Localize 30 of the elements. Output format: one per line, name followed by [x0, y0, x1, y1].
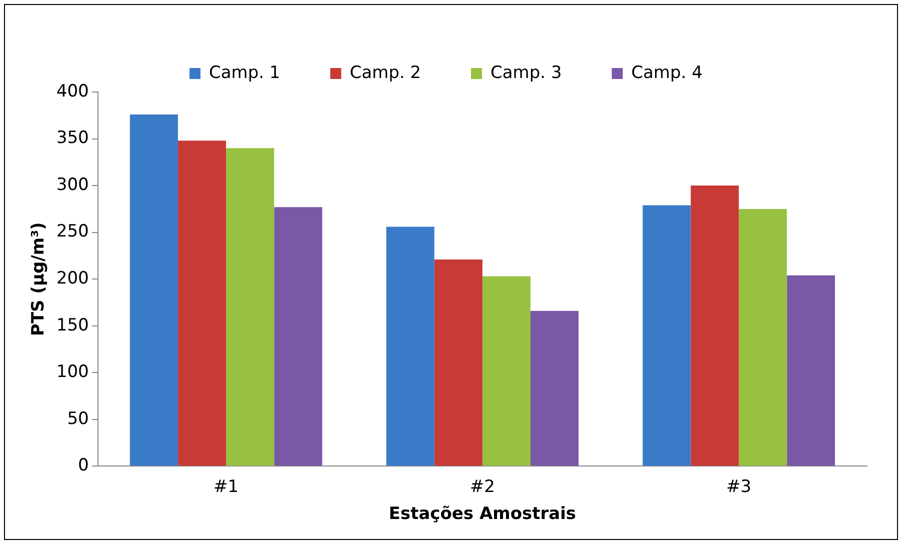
bar: [786, 275, 835, 466]
y-tick-label: 50: [67, 408, 89, 429]
y-tick-label: 100: [56, 362, 89, 382]
x-tick-label: #2: [470, 476, 495, 497]
x-tick-label: #3: [726, 476, 752, 497]
bar: [386, 226, 434, 466]
y-tick-label: 150: [56, 315, 89, 336]
y-tick-label: 0: [78, 456, 89, 476]
y-tick-label: 350: [56, 128, 89, 148]
legend-label: Camp. 3: [490, 62, 562, 83]
bar: [434, 259, 482, 466]
legend-label: Camp. 2: [350, 62, 422, 83]
y-tick-label: 300: [56, 174, 89, 195]
y-axis-title: PTS (µg/m³): [28, 222, 49, 336]
y-tick-label: 200: [56, 268, 89, 289]
bar: [530, 310, 579, 466]
y-tick-label: 250: [56, 222, 89, 242]
legend-label: Camp. 1: [208, 62, 280, 83]
bar: [482, 276, 530, 466]
bar: [130, 114, 178, 466]
bar: [738, 208, 787, 466]
y-tick-label: 400: [56, 81, 89, 102]
bar: [690, 186, 739, 466]
bar: [642, 205, 691, 466]
legend-label: Camp. 4: [631, 62, 703, 83]
bar: [226, 148, 274, 466]
bar: [274, 207, 322, 466]
x-axis-title: Estações Amostrais: [388, 504, 576, 524]
x-tick-label: #1: [214, 476, 239, 497]
bar: [178, 140, 226, 466]
